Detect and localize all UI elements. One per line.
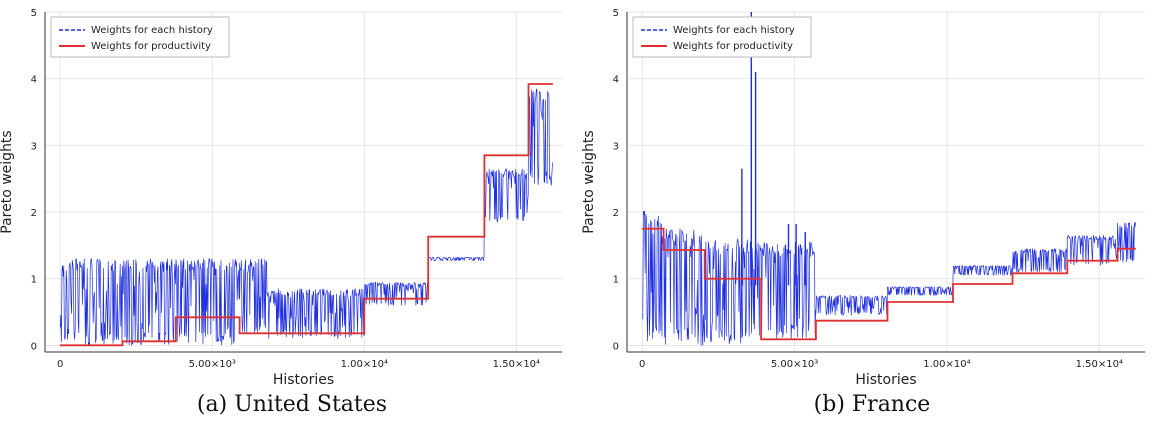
y-axis-label: Pareto weights <box>0 130 15 233</box>
legend-label-productivity: Weights for productivity <box>91 41 211 52</box>
y-tick-label: 5 <box>613 8 619 19</box>
y-tick-label: 4 <box>31 75 37 86</box>
y-tick-label: 0 <box>31 341 37 352</box>
series-weights-productivity <box>60 83 553 347</box>
y-tick-label: 5 <box>31 8 37 19</box>
series-weights-productivity <box>642 227 1136 341</box>
x-tick-label: 0 <box>57 359 63 370</box>
x-tick-label: 1.00×10⁴ <box>341 359 388 370</box>
y-tick-label: 4 <box>613 75 619 86</box>
y-tick-label: 3 <box>613 141 619 152</box>
chart-united-states: 0 1 2 3 4 5 0 5.00×10³ 1.00×10⁴ 1.50×10⁴ Histories… <box>0 8 562 388</box>
y-tick-label: 1 <box>31 275 37 286</box>
series-weights-each-history <box>59 88 553 346</box>
plot-area <box>59 83 553 347</box>
legend-label-each-history: Weights for each history <box>673 25 795 36</box>
x-tick-label: 1.50×10⁴ <box>493 359 540 370</box>
y-tick-label: 2 <box>31 208 37 219</box>
x-axis-label: Histories <box>273 372 334 388</box>
legend-label-productivity: Weights for productivity <box>673 41 793 52</box>
x-tick-label: 1.00×10⁴ <box>923 359 970 370</box>
y-tick-label: 0 <box>613 341 619 352</box>
y-tick-label: 1 <box>613 275 619 286</box>
x-tick-label: 5.00×10³ <box>189 359 236 370</box>
legend-label-each-history: Weights for each history <box>91 25 213 36</box>
legend: Weights for each history Weights for prod… <box>50 16 230 58</box>
y-tick-label: 2 <box>613 208 619 219</box>
x-tick-label: 0 <box>639 359 645 370</box>
x-axis-label: Histories <box>855 372 916 388</box>
x-tick-label: 1.50×10⁴ <box>1076 359 1123 370</box>
x-tick-label: 5.00×10³ <box>771 359 818 370</box>
plot-area <box>641 12 1136 346</box>
y-tick-label: 3 <box>31 141 37 152</box>
legend: Weights for each history Weights for prod… <box>632 16 812 58</box>
caption-united-states: (a) United States <box>196 392 388 417</box>
series-weights-each-history <box>641 210 1136 346</box>
legend-box <box>632 16 812 58</box>
legend-box <box>50 16 230 58</box>
caption-france: (b) France <box>813 392 931 417</box>
chart-france: 0 1 2 3 4 5 0 5.00×10³ 1.00×10⁴ 1.50×10⁴ Histories… <box>582 8 1145 388</box>
y-axis-label: Pareto weights <box>582 130 597 233</box>
